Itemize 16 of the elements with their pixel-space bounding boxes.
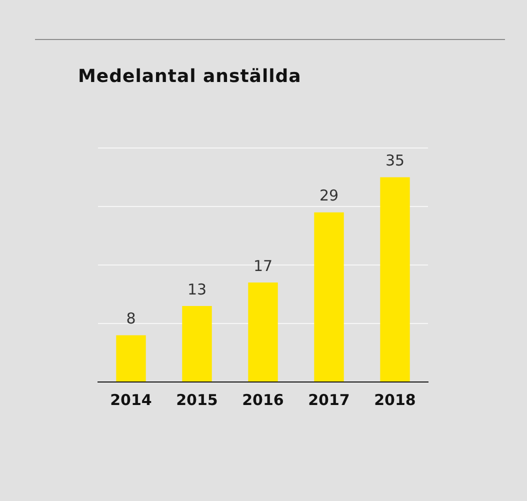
x-tick-label: 2017 bbox=[308, 390, 350, 409]
data-label: 29 bbox=[319, 186, 339, 205]
bar bbox=[248, 282, 278, 382]
chart-title: Medelantal anställda bbox=[78, 66, 302, 87]
data-label: 8 bbox=[126, 310, 136, 328]
data-label: 17 bbox=[253, 256, 273, 275]
data-label: 13 bbox=[187, 280, 207, 298]
bar bbox=[116, 335, 146, 382]
bar bbox=[314, 212, 344, 382]
bar bbox=[182, 306, 212, 382]
bar bbox=[380, 177, 410, 382]
data-label: 35 bbox=[385, 152, 405, 170]
x-tick-label: 2014 bbox=[110, 390, 152, 409]
x-tick-label: 2015 bbox=[176, 390, 218, 409]
x-tick-label: 2018 bbox=[374, 390, 416, 409]
x-tick-label: 2016 bbox=[242, 390, 284, 409]
